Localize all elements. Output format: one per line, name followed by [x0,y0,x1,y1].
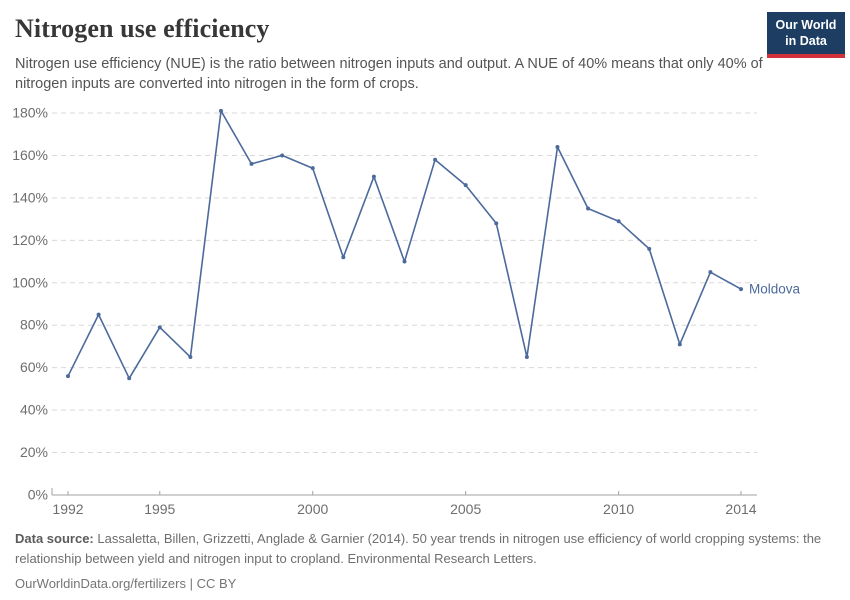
y-tick-label: 80% [20,317,48,333]
data-point [586,206,591,211]
data-point [280,153,285,158]
chart-footer: Data source: Lassaletta, Billen, Grizzet… [15,529,833,594]
data-point [494,221,499,226]
x-tick-label: 2010 [603,501,634,517]
owid-logo-line1: Our World [775,18,837,32]
data-point [310,166,315,171]
y-tick-label: 120% [12,232,48,248]
data-point [433,157,438,162]
page-title: Nitrogen use efficiency [15,14,270,43]
series-label-moldova: Moldova [749,282,801,297]
y-tick-label: 160% [12,147,48,163]
x-tick-label: 2014 [725,501,756,517]
x-tick-label: 1995 [144,501,175,517]
data-line-moldova [67,110,742,380]
x-tick-label: 2005 [450,501,481,517]
y-tick-label: 180% [12,105,48,121]
data-point [341,255,346,260]
data-source-label: Data source: [15,531,94,546]
data-source-note: Data source: Lassaletta, Billen, Grizzet… [15,529,833,569]
owid-logo[interactable]: Our World in Data [767,12,845,59]
page-subtitle: Nitrogen use efficiency (NUE) is the rat… [15,56,763,92]
data-point [677,342,682,347]
data-point [157,325,162,330]
x-tick-label: 1992 [52,501,83,517]
data-source-text: Lassaletta, Billen, Grizzetti, Anglade &… [15,531,822,567]
data-point [463,183,468,188]
data-point [66,374,70,379]
x-tick-label: 2000 [297,501,328,517]
owid-logo-line2: in Data [785,33,827,48]
data-point [647,246,652,251]
y-tick-label: 20% [20,444,48,460]
data-point [616,219,621,224]
data-point [371,174,376,179]
data-point [188,355,193,360]
data-point [524,355,529,360]
data-point [555,144,560,149]
y-tick-label: 40% [20,402,48,418]
y-tick-label: 0% [28,487,48,503]
owid-citation-link[interactable]: OurWorldinData.org/fertilizers | CC BY [15,576,237,592]
data-point [402,259,407,264]
line-chart: 0% 20% 40% 60% 80% 100% 120% 140% 160% 180% 1992 19… [12,105,801,518]
data-point [708,270,713,275]
data-point [218,108,223,113]
data-point [738,287,743,292]
y-tick-label: 60% [20,359,48,375]
data-point [127,376,132,381]
data-point [96,312,101,317]
y-tick-label: 140% [12,189,48,205]
y-tick-label: 100% [12,274,48,290]
data-point [249,161,254,166]
